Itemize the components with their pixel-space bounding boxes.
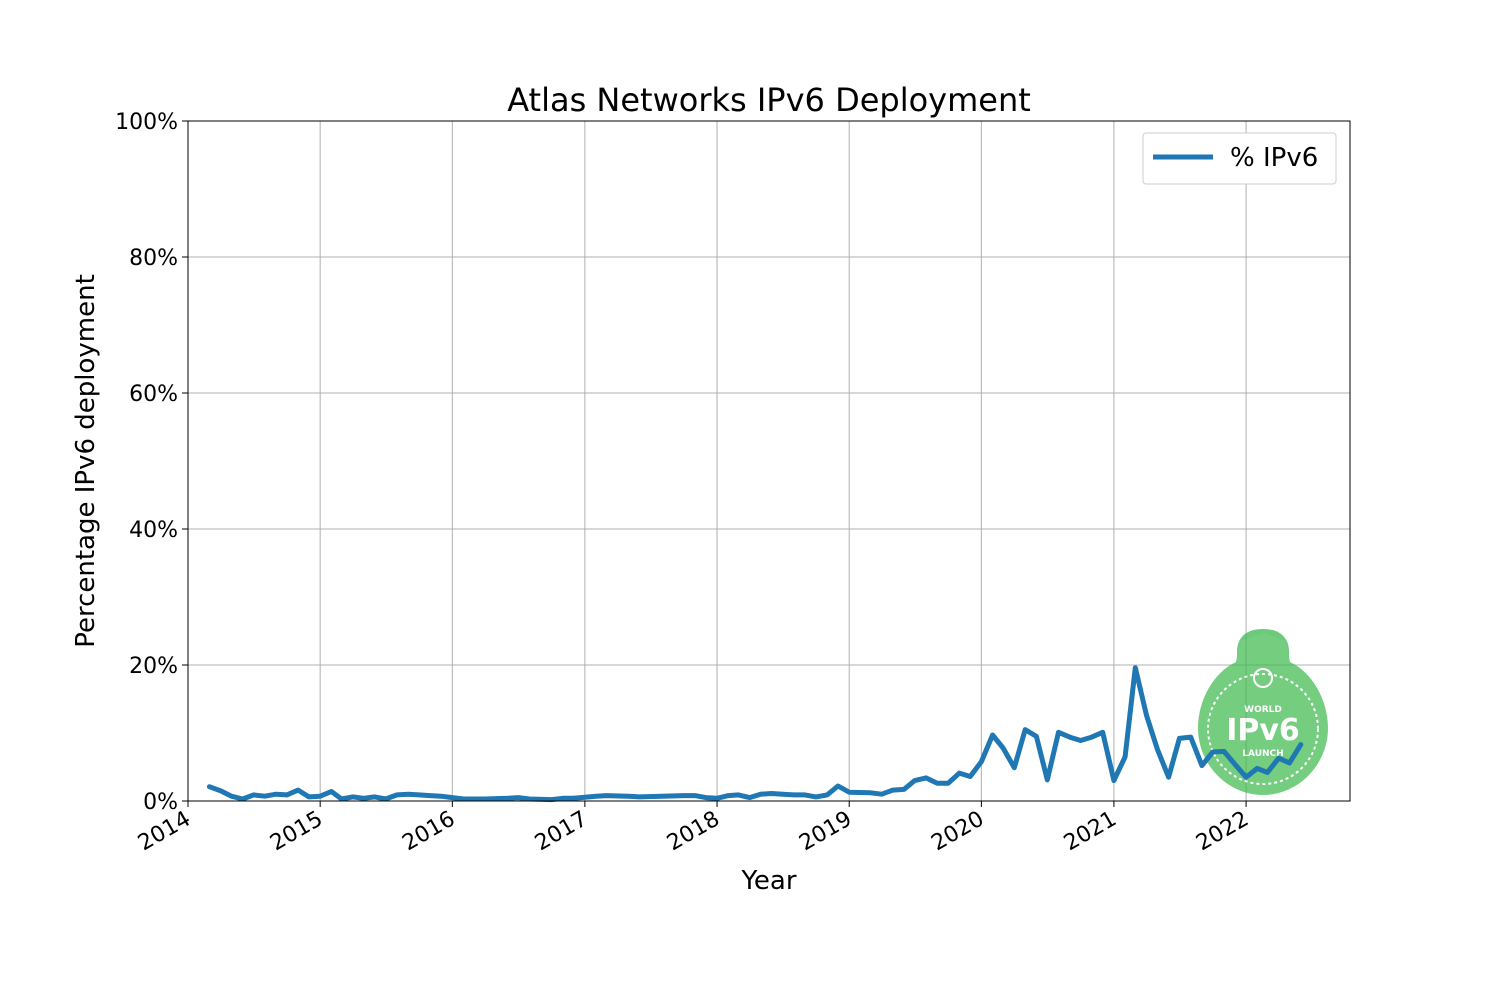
series-layer <box>206 665 1304 803</box>
y-tick-label: 40% <box>129 518 178 543</box>
series-line <box>206 665 1304 803</box>
logo-bottom-text: LAUNCH <box>1242 749 1283 759</box>
y-axis-label: Percentage IPv6 deployment <box>71 274 101 648</box>
plot-frame <box>187 120 1351 802</box>
y-tick-label: 100% <box>115 110 178 135</box>
y-tick-label: 20% <box>129 654 178 679</box>
logo-inner-ring <box>1207 673 1319 785</box>
y-axis: 0% 20% 40% 60% 80% 100% <box>115 110 188 815</box>
legend-box <box>1142 132 1337 185</box>
logo-top-text: WORLD <box>1244 705 1282 715</box>
globe-icon <box>1253 668 1273 688</box>
y-tick-label: 80% <box>129 246 178 271</box>
legend: % IPv6 <box>1142 132 1337 185</box>
x-axis-label: Year <box>740 866 796 896</box>
legend-label: % IPv6 <box>1230 143 1318 173</box>
y-tick-label: 0% <box>143 790 178 815</box>
logo-main-text: IPv6 <box>1226 713 1300 748</box>
y-tick-label: 60% <box>129 382 178 407</box>
chart-title: Atlas Networks IPv6 Deployment <box>507 81 1031 119</box>
